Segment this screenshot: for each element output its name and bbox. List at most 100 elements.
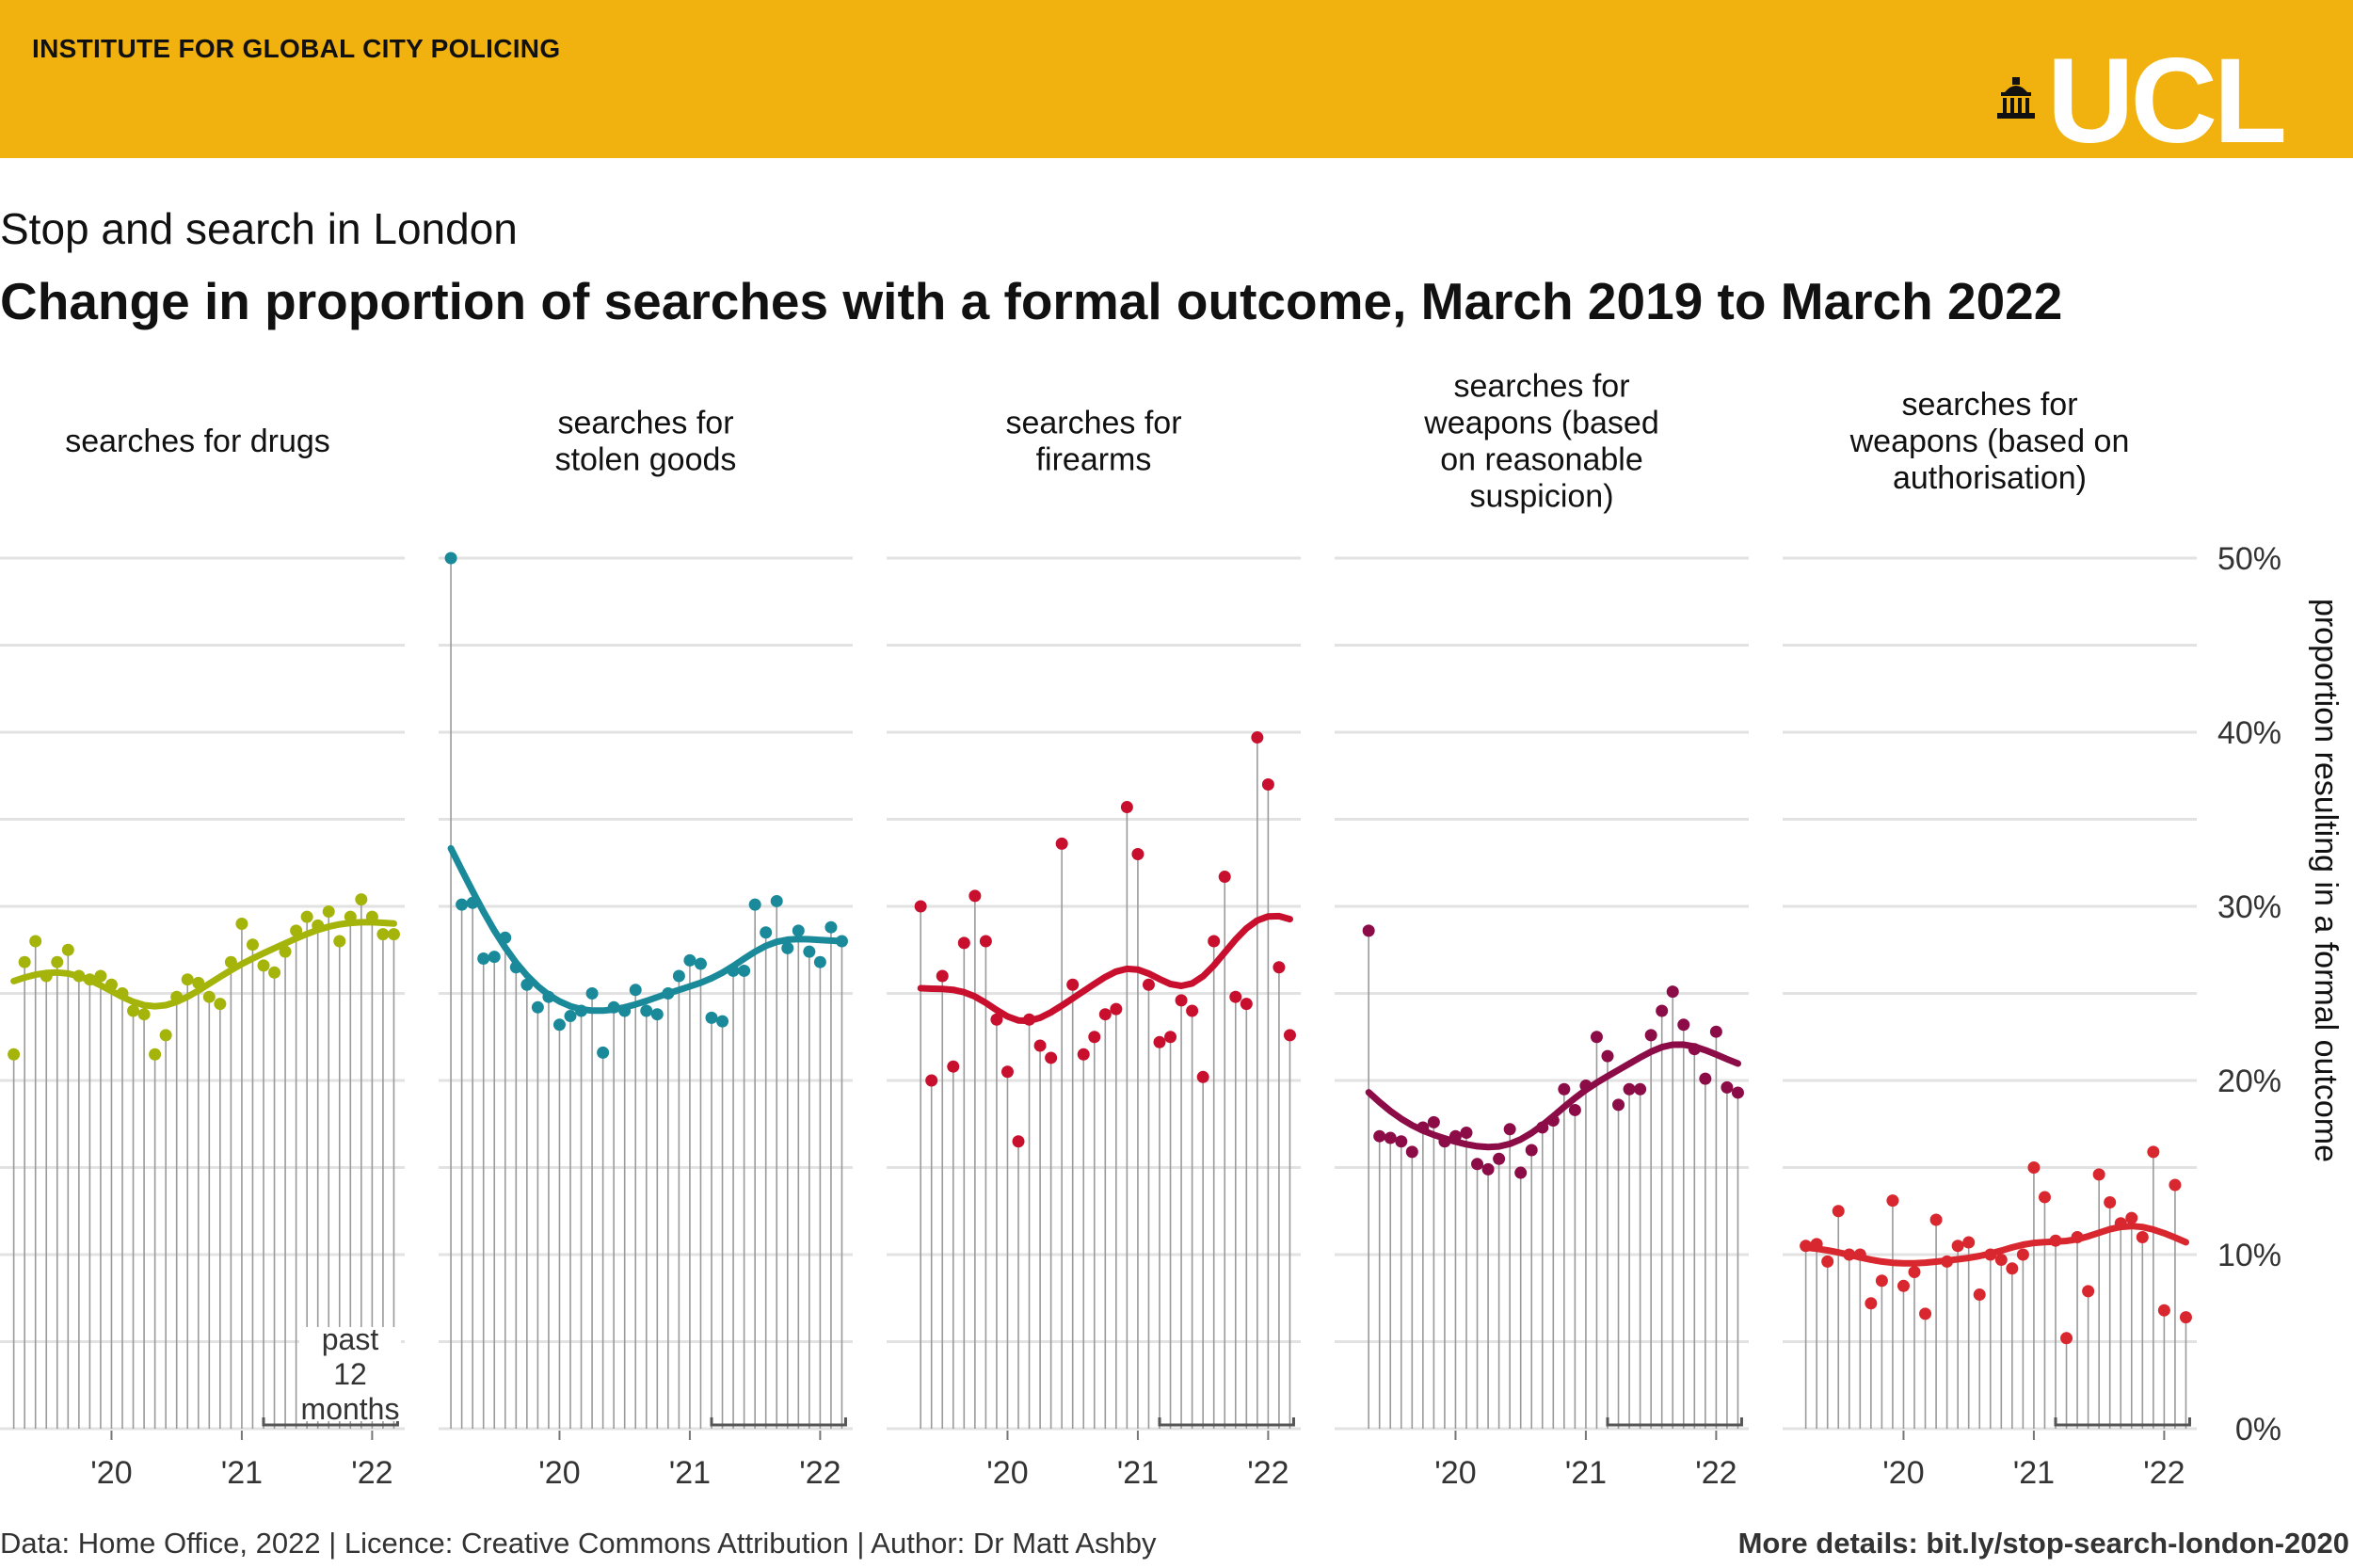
x-tick-label: '21 (1117, 1455, 1159, 1491)
annotation-text: past (322, 1322, 379, 1356)
data-point (8, 1048, 21, 1061)
x-tick-label: '21 (1565, 1455, 1607, 1491)
data-point (1853, 1248, 1866, 1261)
data-point (1821, 1255, 1834, 1268)
data-point (1800, 1240, 1813, 1253)
data-point (914, 900, 927, 913)
data-point (1493, 1152, 1506, 1165)
data-point (224, 955, 237, 968)
trend-line (917, 912, 1293, 1025)
y-axis-title: proportion resulting in a formal outcome (2308, 599, 2344, 1162)
data-point (1186, 1004, 1199, 1017)
facet-title-line: on reasonable (1440, 442, 1643, 478)
data-point (333, 935, 346, 948)
annotation-text: 12 (333, 1357, 367, 1391)
data-point (1055, 837, 1068, 850)
data-point (365, 910, 378, 923)
data-point (520, 978, 534, 991)
data-point (444, 552, 457, 565)
data-point (1984, 1248, 1997, 1261)
data-point (1875, 1274, 1888, 1288)
data-point (2179, 1311, 2192, 1324)
data-point (770, 894, 783, 907)
data-point (2071, 1231, 2084, 1243)
y-tick-label: 30% (2217, 889, 2281, 925)
data-point (235, 918, 248, 930)
data-point (116, 987, 129, 1000)
facet-title-line: weapons (based on (1849, 424, 2130, 459)
data-point (1153, 1035, 1166, 1048)
data-point (1843, 1248, 1856, 1261)
x-tick-label: '20 (538, 1455, 580, 1491)
data-point (824, 920, 838, 934)
facet-title-line: searches for (1453, 369, 1629, 405)
x-tick-label: '21 (221, 1455, 263, 1491)
data-point (1023, 1013, 1036, 1026)
data-point (1546, 1114, 1560, 1128)
data-point (1886, 1194, 1899, 1208)
data-point (1066, 978, 1080, 991)
annotation-text: months (301, 1392, 400, 1426)
data-point (137, 1008, 151, 1021)
footer-link[interactable]: More details: bit.ly/stop-search-london-… (1737, 1527, 2349, 1560)
data-point (1919, 1307, 1932, 1320)
data-point (387, 928, 400, 941)
data-point (1731, 1086, 1744, 1099)
data-point (1110, 1002, 1123, 1016)
data-point (650, 1008, 664, 1021)
data-point (738, 964, 751, 977)
data-point (1623, 1082, 1636, 1096)
data-point (499, 931, 512, 944)
y-tick-label: 40% (2217, 715, 2281, 751)
data-point (1897, 1279, 1910, 1292)
data-point (760, 926, 773, 939)
data-point (300, 910, 313, 923)
data-point (1033, 1039, 1047, 1052)
y-tick-label: 50% (2217, 541, 2281, 577)
data-point (1196, 1070, 1209, 1083)
data-point (925, 1074, 938, 1087)
data-point (18, 955, 31, 968)
x-tick-label: '20 (1882, 1455, 1924, 1491)
x-tick-label: '22 (1695, 1455, 1737, 1491)
facet-title-line: suspicion) (1469, 479, 1613, 515)
data-point (279, 945, 292, 958)
data-point (214, 998, 227, 1011)
data-point (1427, 1115, 1440, 1128)
data-point (1865, 1297, 1878, 1310)
data-point (575, 1004, 588, 1017)
facet-title-line: stolen goods (555, 442, 737, 478)
data-point (2104, 1196, 2117, 1208)
data-point (1503, 1123, 1516, 1136)
data-point (1677, 1018, 1690, 1032)
header-banner: INSTITUTE FOR GLOBAL CITY POLICING UCL (0, 0, 2353, 162)
data-point (257, 959, 270, 972)
data-point (2016, 1248, 2029, 1261)
facet-title-line: authorisation) (1893, 460, 2087, 496)
data-point (1994, 1254, 2008, 1267)
data-point (149, 1048, 162, 1061)
facet-title-line: searches for (1901, 387, 2077, 423)
data-point (355, 893, 368, 906)
y-tick-label: 0% (2235, 1412, 2281, 1448)
data-point (1951, 1240, 1964, 1253)
x-tick-label: '22 (799, 1455, 840, 1491)
data-point (597, 1046, 610, 1059)
data-point (1240, 998, 1253, 1011)
data-point (979, 935, 992, 948)
data-point (1273, 961, 1286, 974)
logo-wordmark: UCL (2047, 34, 2287, 168)
data-point (1000, 1065, 1014, 1079)
data-point (1929, 1213, 1943, 1226)
data-point (1481, 1162, 1495, 1176)
past-12-months-bracket (710, 1417, 847, 1427)
data-point (968, 889, 982, 903)
data-point (376, 928, 390, 941)
data-point (1471, 1158, 1484, 1171)
data-point (488, 951, 501, 964)
data-point (344, 910, 357, 923)
data-point (618, 1004, 632, 1017)
data-point (1579, 1080, 1593, 1093)
data-point (629, 984, 642, 997)
